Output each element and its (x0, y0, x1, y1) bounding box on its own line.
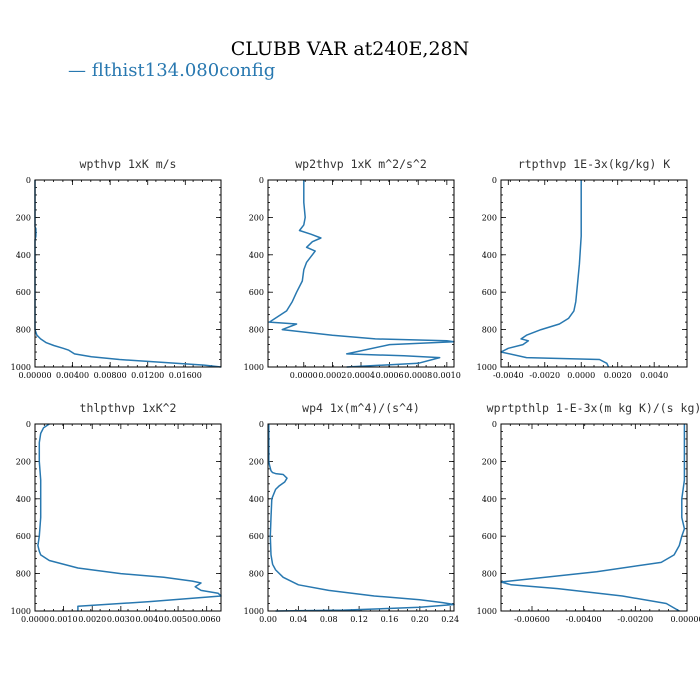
panel-title: wp4 1x(m^4)/(s^4) (302, 401, 420, 415)
y-tick-label: 200 (482, 457, 497, 466)
x-tick-label: 0.12 (350, 615, 368, 624)
y-tick-label: 600 (16, 532, 31, 541)
panel-title: wprtpthlp 1-E-3x(m kg K)/(s kg) (487, 401, 700, 415)
y-tick-label: 600 (249, 288, 264, 297)
y-tick-label: 1000 (477, 363, 497, 372)
legend-label: — flthist134.080config (68, 60, 275, 81)
chart-panel-6: wprtpthlp 1-E-3x(m kg K)/(s kg) -0.00600 -… (477, 401, 700, 624)
y-tick-label: 800 (482, 570, 497, 579)
y-tick-label: 800 (249, 570, 264, 579)
x-tick-label: -0.0040 (493, 371, 524, 380)
panel-title: wp2thvp 1xK m^2/s^2 (295, 157, 427, 171)
x-tick-label: 0.0000 (567, 371, 595, 380)
y-tick-label: 800 (249, 326, 264, 335)
y-tick-label: 600 (482, 532, 497, 541)
y-tick-label: 400 (482, 495, 497, 504)
plot-frame (267, 423, 455, 612)
x-tick-label: 0.0030 (107, 615, 135, 624)
y-tick-label: 800 (16, 326, 31, 335)
chart-panel-1: wpthvp 1xK m/s 0.00000 0.00400 0.00800 0.012… (11, 157, 222, 380)
y-tick-label: 1000 (11, 607, 31, 616)
series-line-1 (268, 180, 455, 368)
y-tick-label: 0 (26, 420, 31, 429)
x-tick-label: 0.0004 (347, 371, 375, 380)
y-tick-label: 200 (16, 457, 31, 466)
figure-title: CLUBB VAR at240E,28N (231, 38, 470, 60)
x-tick-label: 0.00000 (670, 615, 700, 624)
y-tick-label: 0 (492, 176, 497, 185)
x-tick-label: 0.0040 (640, 371, 668, 380)
x-tick-label: 0.00400 (56, 371, 89, 380)
x-tick-label: 0.0050 (164, 615, 192, 624)
panel-title: wpthvp 1xK m/s (80, 157, 177, 171)
x-tick-label: 0.00000 (18, 371, 51, 380)
y-tick-label: 600 (16, 288, 31, 297)
x-tick-label: -0.00400 (566, 615, 602, 624)
x-tick-label: 0.24 (441, 615, 459, 624)
x-tick-label: -0.00600 (514, 615, 550, 624)
panel-title: rtpthvp 1E-3x(kg/kg) K (518, 157, 670, 171)
chart-panel-3: rtpthvp 1E-3x(kg/kg) K -0.0040 -0.0020 0.00… (477, 157, 688, 380)
y-tick-label: 200 (249, 213, 264, 222)
series-line-1 (37, 423, 222, 611)
y-tick-label: 400 (249, 251, 264, 260)
x-tick-label: 0.0008 (404, 371, 432, 380)
series-line-1 (500, 180, 610, 368)
x-tick-label: 0.0000 (21, 615, 49, 624)
x-tick-label: 0.0060 (193, 615, 221, 624)
x-tick-label: 0.0010 (50, 615, 78, 624)
x-tick-label: 0.00 (259, 615, 277, 624)
series-line-1 (268, 424, 455, 612)
y-tick-label: 600 (249, 532, 264, 541)
plot-frame (267, 179, 455, 368)
panel-grid: wpthvp 1xK m/s0.00000 0.00400 0.00800 0.012… (11, 157, 700, 624)
x-tick-label: 0.20 (411, 615, 429, 624)
series-line-1 (500, 424, 686, 612)
y-tick-label: 1000 (244, 363, 264, 372)
x-tick-label: 0.01200 (131, 371, 164, 380)
series-line-1 (34, 180, 222, 368)
x-tick-label: 0.0020 (78, 615, 106, 624)
y-tick-label: 200 (482, 213, 497, 222)
y-tick-label: 0 (259, 420, 264, 429)
y-tick-label: 400 (16, 251, 31, 260)
panel-title: thlpthvp 1xK^2 (80, 401, 177, 415)
y-tick-label: 800 (16, 570, 31, 579)
x-tick-label: 0.0000 (290, 371, 318, 380)
chart-panel-5: wp4 1x(m^4)/(s^4) 0.00 0.04 0.08 0.12 0.16 0.2… (244, 401, 459, 624)
x-tick-label: 0.08 (320, 615, 338, 624)
y-tick-label: 200 (249, 457, 264, 466)
y-tick-label: 600 (482, 288, 497, 297)
x-tick-label: 0.01600 (169, 371, 202, 380)
y-tick-label: 1000 (11, 363, 31, 372)
x-tick-label: -0.0020 (529, 371, 560, 380)
chart-panel-4: thlpthvp 1xK^20.0000 0.0010 0.0020 0.0030 0.… (11, 401, 222, 624)
chart-panel-2: wp2thvp 1xK m^2/s^20.0000 0.0002 0.0004 0.0… (244, 157, 461, 380)
y-tick-label: 800 (482, 326, 497, 335)
plot-frame (500, 179, 688, 368)
plot-frame (34, 179, 222, 368)
y-tick-label: 1000 (244, 607, 264, 616)
x-tick-label: 0.16 (381, 615, 399, 624)
x-tick-label: 0.04 (289, 615, 307, 624)
y-tick-label: 400 (249, 495, 264, 504)
y-tick-label: 0 (492, 420, 497, 429)
x-tick-label: 0.00800 (94, 371, 127, 380)
x-tick-label: 0.0006 (376, 371, 404, 380)
x-tick-label: 0.0002 (318, 371, 346, 380)
plot-frame (500, 423, 688, 612)
plot-frame (34, 423, 222, 612)
x-tick-label: -0.00200 (617, 615, 653, 624)
y-tick-label: 1000 (477, 607, 497, 616)
y-tick-label: 0 (26, 176, 31, 185)
y-tick-label: 400 (16, 495, 31, 504)
y-tick-label: 0 (259, 176, 264, 185)
y-tick-label: 400 (482, 251, 497, 260)
y-tick-label: 200 (16, 213, 31, 222)
x-tick-label: 0.0010 (433, 371, 461, 380)
x-tick-label: 0.0040 (135, 615, 163, 624)
x-tick-label: 0.0020 (604, 371, 632, 380)
